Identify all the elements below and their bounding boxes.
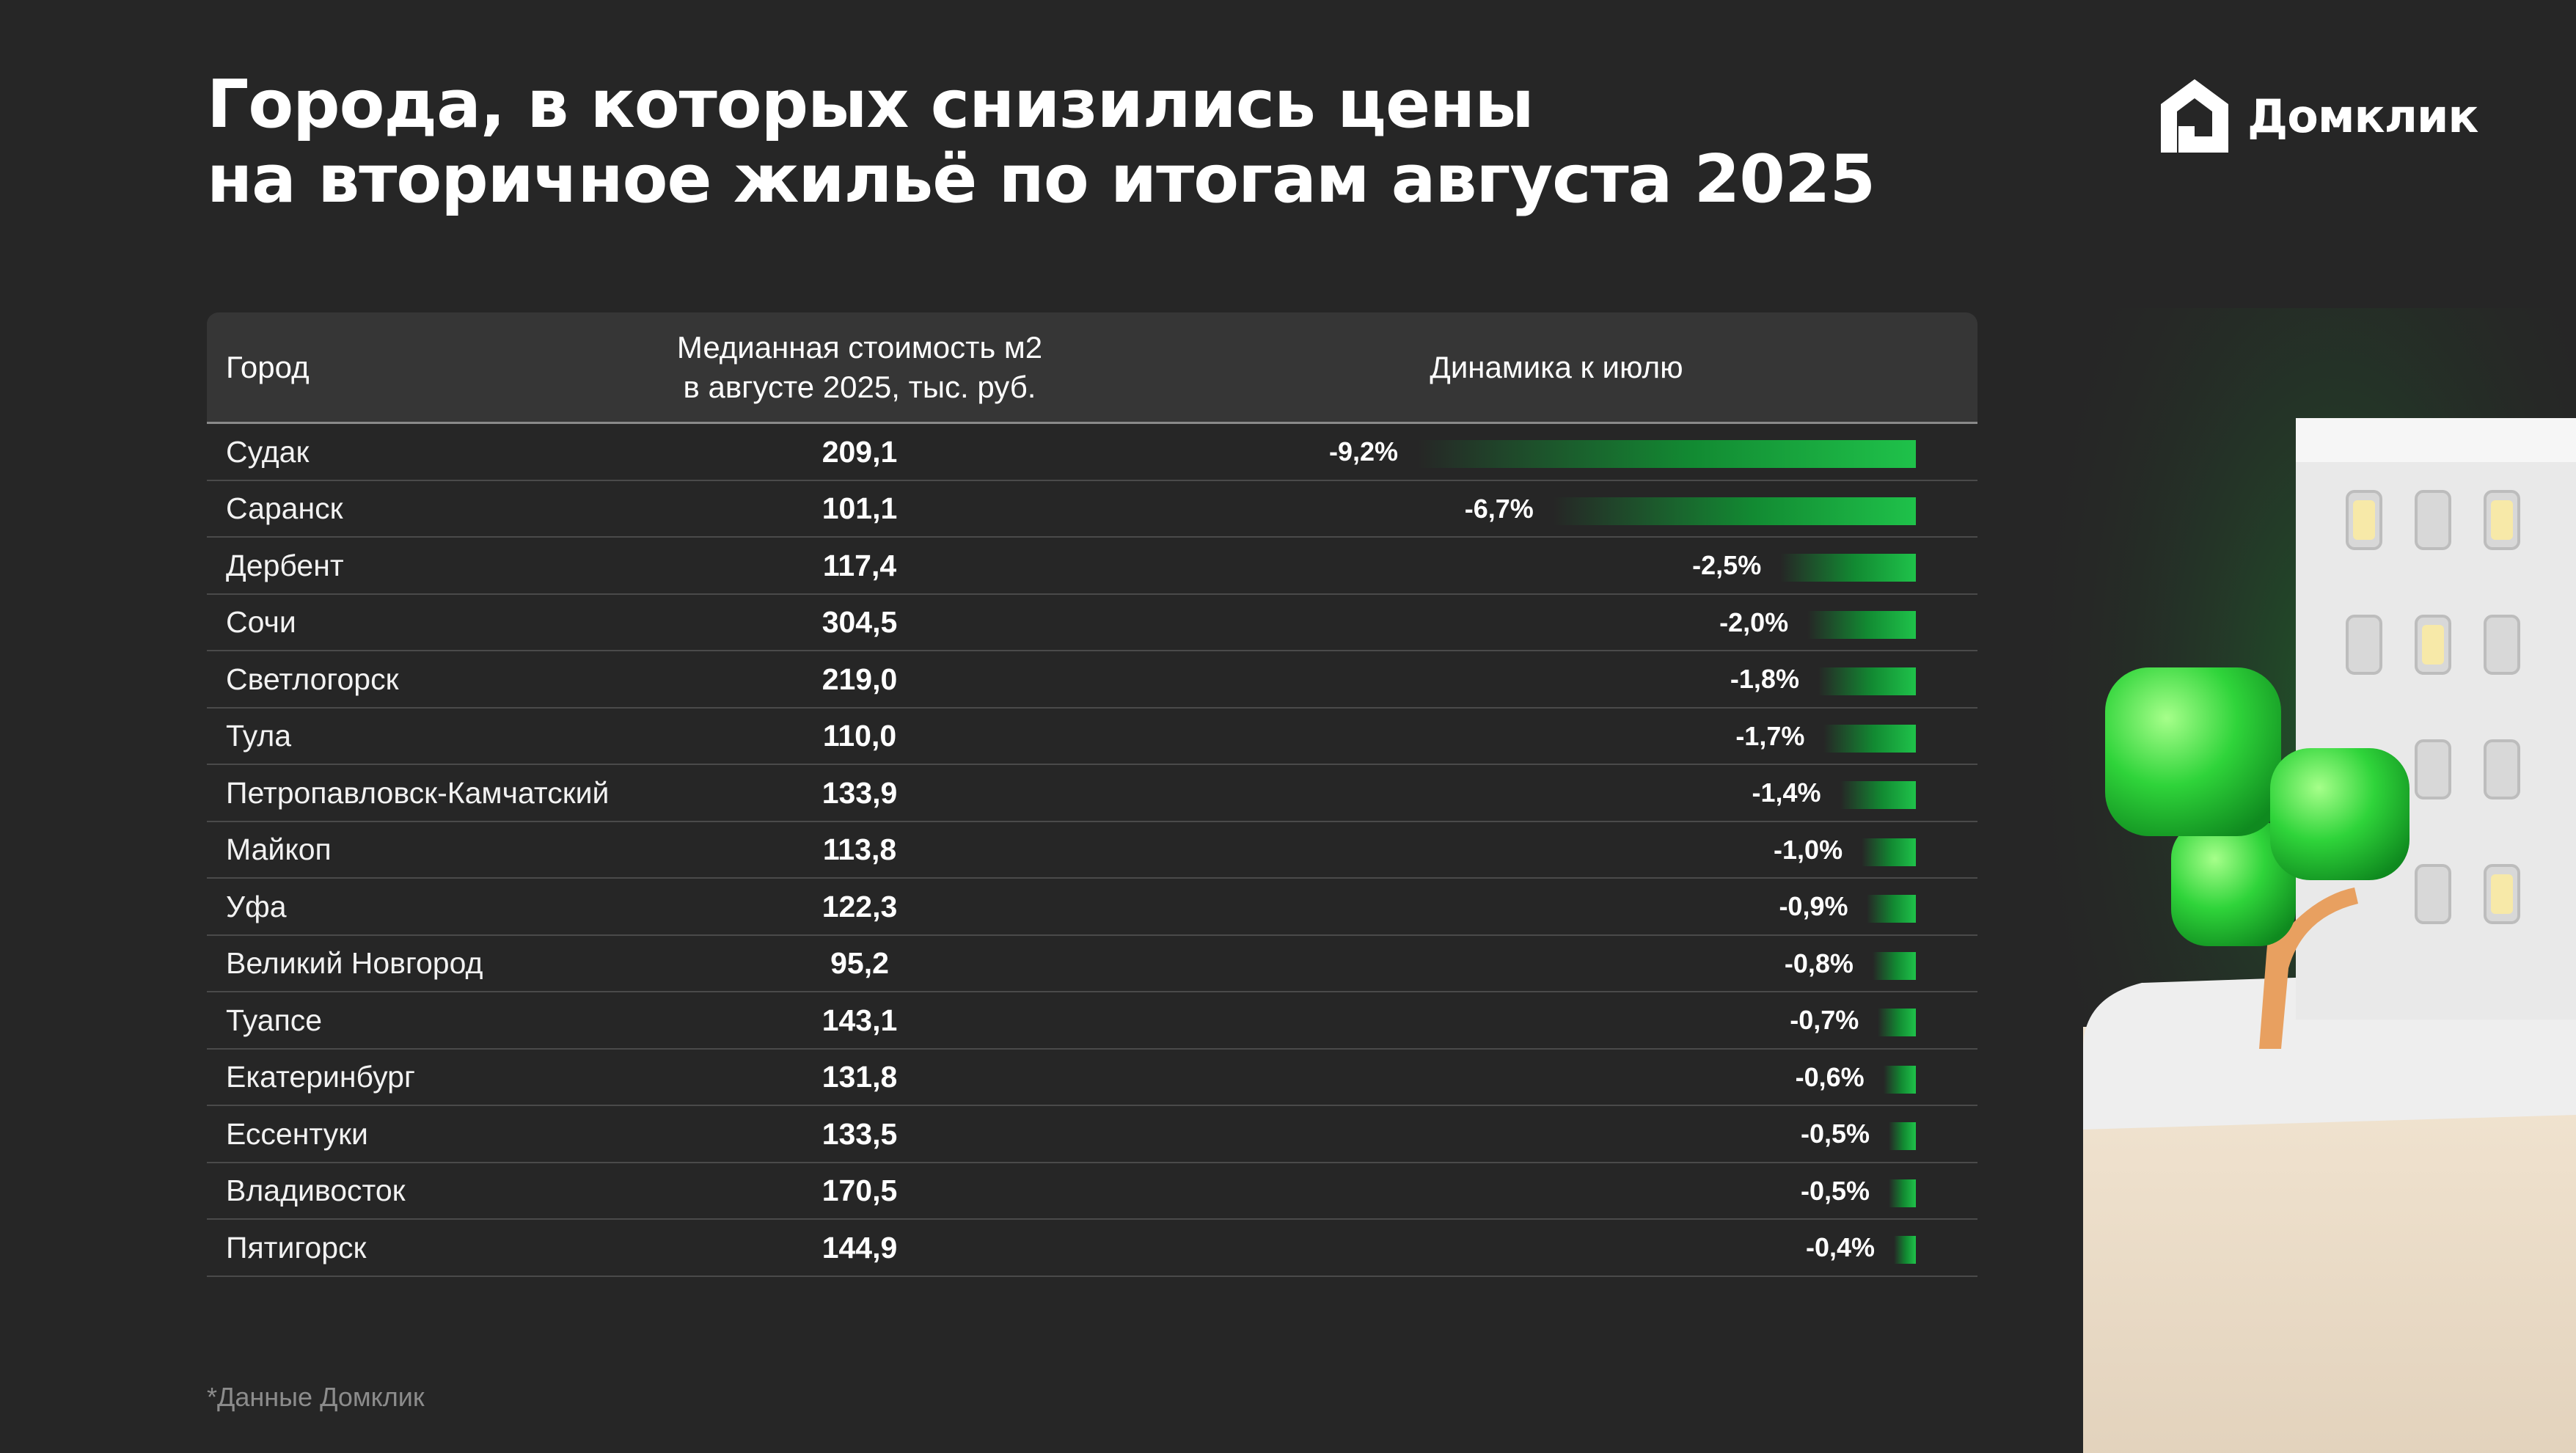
- cell-city: Ессентуки: [226, 1116, 368, 1151]
- title-line-1: Города, в которых снизились цены: [207, 66, 1534, 143]
- cell-price: 133,9: [822, 775, 898, 810]
- cell-price: 219,0: [822, 662, 898, 696]
- change-bar: [1807, 610, 1916, 639]
- cell-city: Великий Новгород: [226, 946, 483, 980]
- house-logo-icon: [2161, 79, 2228, 153]
- change-label: -2,0%: [1719, 607, 1789, 637]
- table-row: Владивосток 170,5 -0,5%: [207, 1163, 1977, 1220]
- cell-price: 131,8: [822, 1060, 898, 1094]
- cell-city: Владивосток: [226, 1174, 406, 1207]
- table-row: Пятигорск 144,9 -0,4%: [207, 1220, 1977, 1277]
- price-table: Город Медианная стоимость м2 в августе 2…: [207, 312, 1977, 1277]
- change-bar: [1823, 724, 1916, 753]
- cell-city: Пятигорск: [226, 1230, 367, 1264]
- cell-price: 122,3: [822, 889, 898, 923]
- change-label: -0,7%: [1790, 1005, 1859, 1035]
- change-label: -0,6%: [1795, 1061, 1865, 1092]
- cell-city: Майкоп: [226, 832, 332, 866]
- cell-price: 144,9: [822, 1230, 898, 1264]
- building-tree-illustration: [2039, 308, 2576, 1453]
- cell-price: 95,2: [830, 946, 889, 980]
- change-bar: [1894, 1236, 1916, 1264]
- change-label: -0,9%: [1779, 891, 1848, 921]
- table-row: Майкоп 113,8 -1,0%: [207, 822, 1977, 879]
- change-label: -0,4%: [1805, 1232, 1875, 1262]
- change-label: -2,5%: [1692, 550, 1762, 580]
- change-label: -0,5%: [1801, 1119, 1870, 1149]
- change-label: -0,8%: [1784, 948, 1854, 978]
- brand-logo: Домклик: [2156, 72, 2479, 160]
- table-row: Тула 110,0 -1,7%: [207, 709, 1977, 765]
- cell-city: Сочи: [226, 605, 296, 639]
- cell-price: 143,1: [822, 1003, 898, 1037]
- table-row: Туапсе 143,1 -0,7%: [207, 992, 1977, 1050]
- cell-city: Светлогорск: [226, 662, 399, 696]
- cell-city: Саранск: [226, 491, 343, 525]
- change-bar: [1872, 951, 1916, 980]
- cell-price: 133,5: [822, 1116, 898, 1151]
- header-price-line-1: Медианная стоимость м2: [676, 329, 1043, 365]
- title-line-2: на вторичное жильё по итогам августа 202…: [207, 141, 1876, 218]
- cell-city: Дербент: [226, 548, 344, 582]
- cell-price: 113,8: [822, 832, 897, 866]
- page-title: Города, в которых снизились цены на втор…: [207, 66, 1876, 218]
- header-city: Город: [226, 349, 310, 384]
- change-label: -1,7%: [1735, 720, 1805, 751]
- change-bar: [1840, 781, 1916, 809]
- change-bar: [1883, 1065, 1916, 1094]
- table-row: Екатеринбург 131,8 -0,6%: [207, 1050, 1977, 1106]
- cell-price: 209,1: [822, 434, 898, 469]
- table-row: Саранск 101,1 -6,7%: [207, 481, 1977, 538]
- change-bar: [1818, 667, 1916, 695]
- change-bar: [1780, 554, 1916, 582]
- change-label: -1,4%: [1752, 777, 1821, 808]
- footnote: *Данные Домклик: [207, 1382, 425, 1412]
- change-label: -1,8%: [1730, 664, 1799, 694]
- cell-city: Судак: [226, 434, 310, 469]
- change-label: -6,7%: [1464, 493, 1534, 524]
- header-price: Медианная стоимость м2 в августе 2025, т…: [662, 312, 1058, 422]
- cell-city: Тула: [226, 719, 292, 753]
- cell-city: Петропавловск-Камчатский: [226, 775, 610, 810]
- table-row: Судак 209,1 -9,2%: [207, 424, 1977, 481]
- cell-price: 110,0: [822, 719, 897, 753]
- header-price-line-2: в августе 2025, тыс. руб.: [683, 369, 1036, 404]
- table-row: Сочи 304,5 -2,0%: [207, 595, 1977, 651]
- table-row: Петропавловск-Камчатский 133,9 -1,4%: [207, 765, 1977, 822]
- change-label: -0,5%: [1801, 1175, 1870, 1206]
- change-bar: [1889, 1179, 1916, 1207]
- change-label: -9,2%: [1328, 436, 1398, 466]
- change-bar: [1889, 1122, 1916, 1150]
- cell-price: 304,5: [822, 605, 898, 639]
- change-bar: [1878, 1009, 1916, 1036]
- change-bar: [1417, 440, 1916, 468]
- cell-city: Уфа: [226, 889, 287, 923]
- cell-price: 170,5: [822, 1174, 898, 1207]
- table-header: Город Медианная стоимость м2 в августе 2…: [207, 312, 1977, 424]
- cell-price: 101,1: [822, 491, 898, 525]
- cell-city: Екатеринбург: [226, 1060, 415, 1094]
- table-row: Светлогорск 219,0 -1,8%: [207, 651, 1977, 709]
- change-bar: [1552, 497, 1916, 525]
- change-bar: [1867, 895, 1916, 923]
- change-bar: [1862, 838, 1916, 866]
- table-body: Судак 209,1 -9,2% Саранск 101,1 -6,7% Дербент 1…: [207, 424, 1977, 1277]
- change-label: -1,0%: [1774, 834, 1843, 865]
- table-row: Великий Новгород 95,2 -0,8%: [207, 936, 1977, 992]
- brand-name: Домклик: [2247, 89, 2479, 143]
- table-row: Уфа 122,3 -0,9%: [207, 879, 1977, 936]
- table-row: Дербент 117,4 -2,5%: [207, 538, 1977, 595]
- cell-price: 117,4: [822, 548, 897, 582]
- cell-city: Туапсе: [226, 1003, 323, 1037]
- header-change: Динамика к июлю: [1430, 349, 1683, 384]
- table-row: Ессентуки 133,5 -0,5%: [207, 1106, 1977, 1163]
